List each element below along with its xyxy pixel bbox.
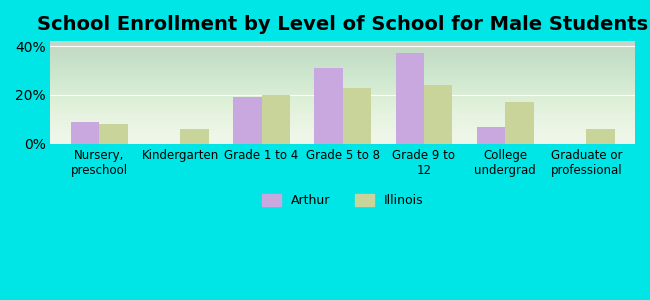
Bar: [395, 53, 424, 144]
Bar: [99, 124, 127, 144]
Bar: [233, 98, 261, 144]
Bar: [424, 85, 452, 144]
Bar: [343, 88, 371, 144]
Bar: [476, 127, 505, 144]
Bar: [181, 129, 209, 144]
Bar: [261, 95, 290, 144]
Legend: Arthur, Illinois: Arthur, Illinois: [257, 189, 428, 212]
Bar: [505, 102, 534, 144]
Bar: [586, 129, 615, 144]
Title: School Enrollment by Level of School for Male Students: School Enrollment by Level of School for…: [37, 15, 648, 34]
Bar: [71, 122, 99, 144]
Bar: [315, 68, 343, 144]
